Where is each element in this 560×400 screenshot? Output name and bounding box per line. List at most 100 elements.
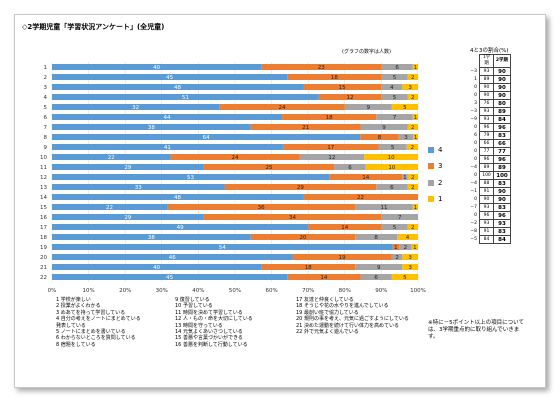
side-table-term1: 93 [479, 219, 494, 228]
data-label: 11 [381, 205, 388, 211]
data-label: 6 [390, 185, 394, 191]
side-table-term2: 90 [493, 195, 511, 204]
side-table-row: −3 93 90 [466, 67, 511, 76]
bar-segment-2 [360, 274, 392, 280]
side-table-diff: −4 [470, 180, 477, 186]
data-label: 23 [318, 65, 325, 71]
data-label: 24 [279, 105, 286, 111]
data-label: 36 [258, 205, 265, 211]
data-label: 51 [182, 95, 189, 101]
bar-segment-4 [52, 124, 251, 130]
bar-segment-2 [402, 174, 408, 180]
bar-segment-4 [52, 204, 168, 210]
bar-segment-1 [402, 84, 418, 90]
data-label: 49 [177, 225, 184, 231]
side-table-diff: −3 [470, 108, 477, 114]
side-table-row: 6 79 83 [466, 131, 511, 140]
side-table-term1: 91 [479, 187, 494, 196]
data-label: 29 [124, 165, 131, 171]
data-label: 34 [289, 215, 296, 221]
key-item: 14 元気よくあいさつしている [175, 329, 243, 336]
bar-segment-4 [52, 214, 204, 220]
side-table-diff: 0 [474, 196, 477, 202]
data-label: 7 [398, 215, 402, 221]
side-table-term1: 96 [479, 123, 494, 132]
y-tick-label: 21 [40, 265, 47, 271]
bar-segment-3 [282, 114, 377, 120]
data-label: 10 [388, 165, 395, 171]
bar-segment-4 [52, 244, 393, 250]
bar-segment-4 [52, 144, 283, 150]
bar-segment-1 [412, 114, 418, 120]
key-item: 22 外で元気よく遊んでいる [296, 329, 359, 336]
bar-segment-4 [52, 224, 309, 230]
bar-segment-1 [411, 244, 418, 250]
bar-segment-3 [203, 164, 335, 170]
bar-segment-3 [250, 124, 361, 130]
side-table-diff: 0 [474, 84, 477, 90]
key-item: 8 宿題をしている [56, 341, 96, 348]
data-label: 9 [382, 125, 386, 131]
bar-segment-3 [287, 274, 361, 280]
data-label: 2 [395, 255, 399, 261]
key-item: 2 授業がよくわかる [56, 303, 101, 310]
side-table-row: 0 66 66 [466, 139, 511, 148]
data-label: 10 [388, 155, 395, 161]
data-label: 17 [327, 145, 334, 151]
side-table-term2: 83 [493, 203, 511, 212]
bar-segment-1 [406, 144, 418, 150]
side-table-term1: 89 [479, 163, 494, 172]
x-tick-label: 100% [410, 288, 426, 293]
data-label: 2 [411, 95, 415, 101]
key-item: 13 時間を守っている [175, 322, 223, 329]
side-table-row: 0 90 90 [466, 195, 511, 204]
bar-segment-1 [365, 164, 418, 170]
bar-segment-3 [292, 254, 392, 260]
side-table-row: 0 90 90 [466, 83, 511, 92]
side-table-body: −3 93 90 1 89 90 0 90 90 0 90 90 3 76 80 −3 93 89 −9 93 84 0 9… [466, 67, 511, 244]
side-table-row: 1 89 90 [466, 75, 511, 84]
bar-segment-4 [52, 194, 303, 200]
side-table-title: 4と3の割合(%) [470, 48, 509, 54]
side-table-row: −1 91 90 [466, 187, 511, 196]
data-label: 1 [394, 245, 398, 251]
bar-segment-2 [398, 134, 414, 140]
side-table-row: 3 76 80 [466, 99, 511, 108]
data-label: 1 [414, 135, 418, 141]
side-table-term2: 90 [493, 91, 511, 100]
bar-segment-2 [376, 184, 408, 190]
y-tick-label: 12 [40, 175, 47, 181]
remark-note: ※特に－5ポイント以上の項目については、3学期重点的に取り組んでいきます。 [428, 320, 524, 340]
x-tick-label: 40% [192, 288, 204, 293]
side-table-term1: 76 [479, 99, 494, 108]
bar-segment-4 [52, 84, 303, 90]
data-label: 45 [166, 75, 173, 81]
key-item: 10 予習している [175, 303, 213, 310]
side-table-term1: 79 [479, 131, 494, 140]
data-label: 4 [390, 85, 394, 91]
side-table-term1: 77 [479, 147, 494, 156]
side-table-row: 0 90 90 [466, 91, 511, 100]
data-label: 19 [339, 255, 346, 261]
bar-segment-3 [360, 134, 399, 140]
bar-segment-1 [402, 254, 418, 260]
side-table-diff: −1 [470, 188, 477, 194]
x-tick-label: 20% [119, 288, 131, 293]
legend-label-3: 3 [438, 162, 443, 170]
data-label: 48 [174, 85, 181, 91]
key-column-3: 17 友達と仲良くしている 18 そうじや花の水やりを進んでしている 19 最創… [296, 297, 409, 335]
bar-segment-1 [407, 224, 418, 230]
key-column-1: 1 学校が楽しい 2 授業がよくわかる 3 めあてを持って学習している 4 自分… [56, 297, 141, 348]
bar-segment-2 [355, 204, 413, 210]
side-table-diff: 0 [474, 92, 477, 98]
side-table-term2: 96 [493, 211, 511, 220]
data-label: 14 [320, 275, 327, 281]
bar-segment-2 [381, 224, 408, 230]
legend-item-1: 1 [428, 195, 442, 203]
bar-segment-4 [52, 184, 225, 190]
side-table-diff: −8 [470, 228, 477, 234]
bar-segment-3 [250, 234, 356, 240]
side-table-term1: 93 [479, 115, 494, 124]
x-tick-label: 80% [339, 288, 351, 293]
data-label: 9 [367, 105, 371, 111]
